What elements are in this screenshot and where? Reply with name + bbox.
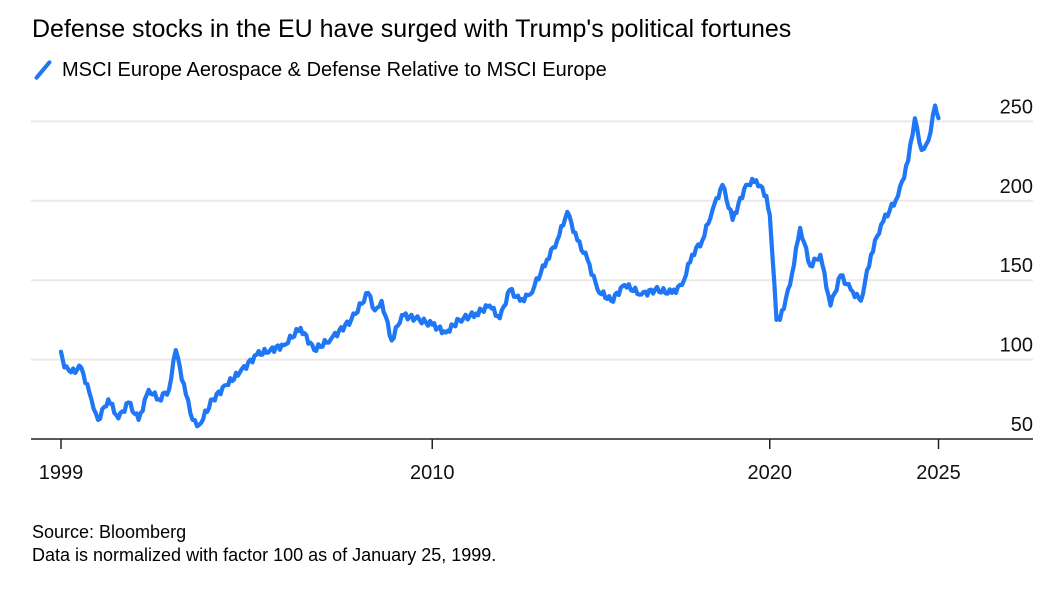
x-tick-label: 2010 (410, 462, 455, 484)
y-tick-label: 50 (1011, 414, 1033, 436)
y-tick-label: 200 (1000, 176, 1033, 198)
legend: MSCI Europe Aerospace & Defense Relative… (32, 57, 607, 83)
x-axis-ticks: 1999 2010 2020 2025 (39, 439, 961, 484)
legend-label: MSCI Europe Aerospace & Defense Relative… (62, 59, 607, 81)
x-tick-label: 2025 (916, 462, 961, 484)
y-tick-label: 100 (1000, 335, 1033, 357)
gridlines (31, 120, 1033, 361)
x-tick-label: 2020 (748, 462, 793, 484)
y-tick-label: 150 (1000, 255, 1033, 277)
chart-footer: Source: Bloomberg Data is normalized wit… (32, 521, 496, 567)
series-layer (58, 103, 941, 429)
line-chart: 50 100 150 200 250 1999 2010 2020 2025 (31, 96, 1033, 484)
series-line-0 (58, 103, 941, 429)
chart-title: Defense stocks in the EU have surged wit… (32, 15, 792, 43)
y-axis-ticks: 50 100 150 200 250 (1000, 96, 1033, 436)
normalization-note: Data is normalized with factor 100 as of… (32, 545, 497, 565)
x-tick-label: 1999 (39, 462, 84, 484)
y-tick-label: 250 (1000, 96, 1033, 118)
source-note: Source: Bloomberg (32, 522, 187, 542)
